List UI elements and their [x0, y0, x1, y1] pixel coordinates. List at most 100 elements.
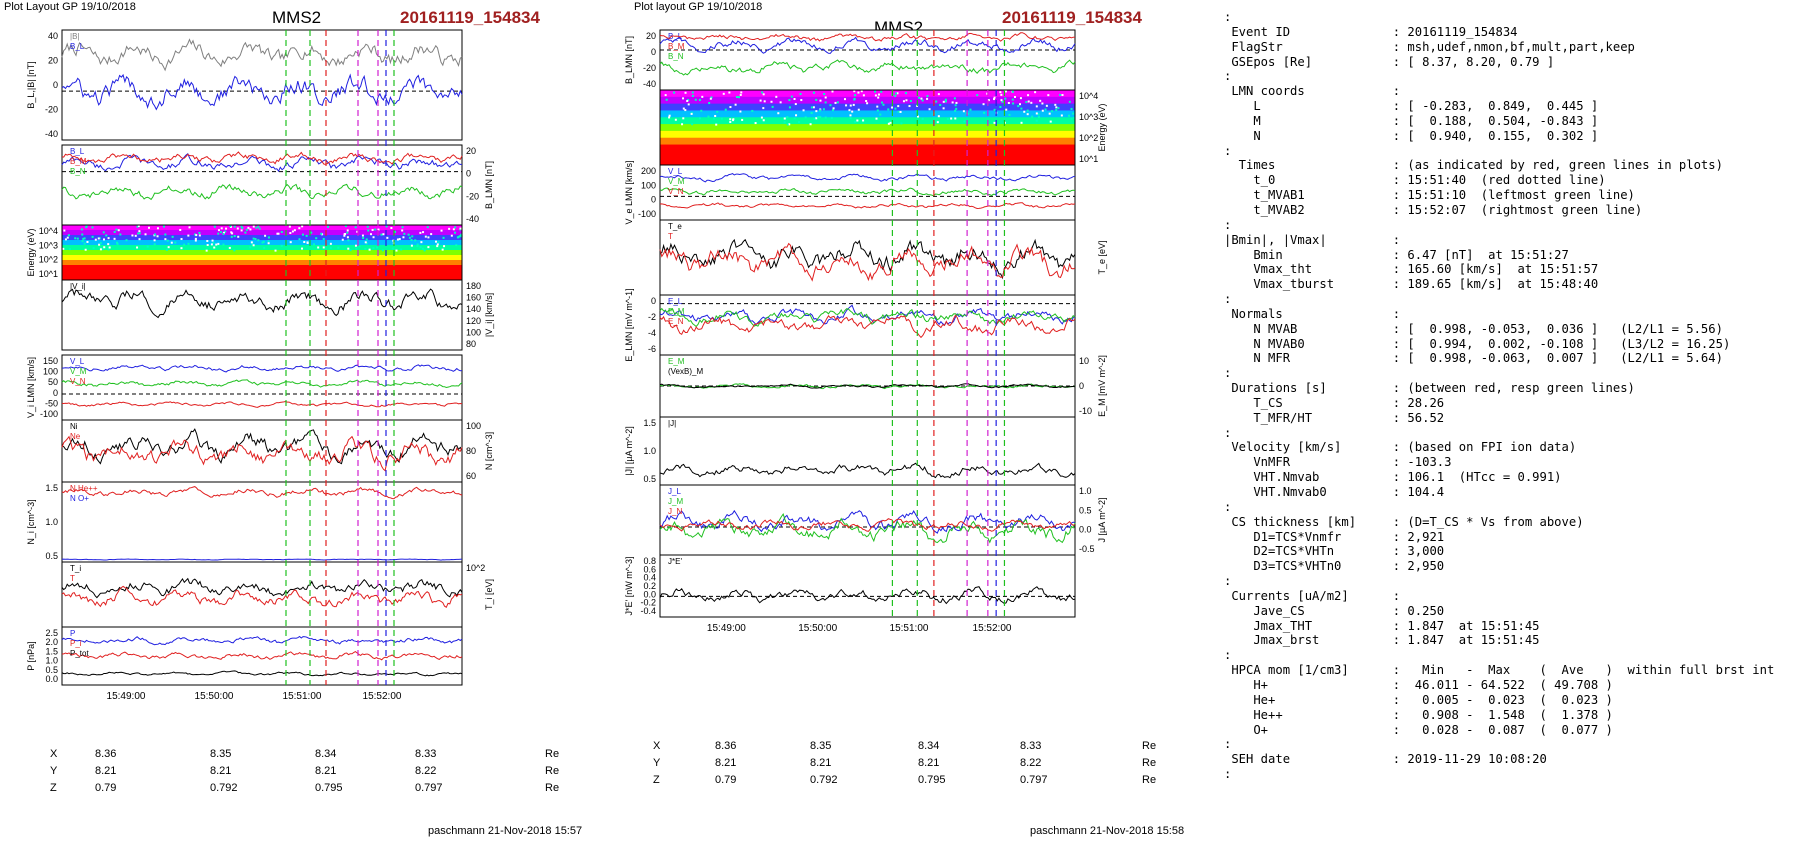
spectrogram-speck: [921, 117, 924, 120]
info-line: Event ID : 20161119_154834: [1224, 24, 1518, 39]
series-line: [61, 435, 463, 472]
spectrogram-speck: [194, 233, 197, 236]
spectrogram-band: [62, 225, 462, 231]
spectrogram-speck: [346, 229, 349, 232]
spectrogram-speck: [1030, 101, 1033, 104]
y-tick-label: 0.5: [45, 665, 58, 675]
spectrogram-speck: [1027, 100, 1030, 103]
spectrogram-speck: [751, 109, 754, 112]
spectrogram-speck: [798, 121, 801, 124]
spectrogram-speck: [876, 109, 879, 112]
spectrogram-speck: [763, 100, 766, 103]
y-axis-label: |V_i| [km/s]: [484, 293, 494, 337]
info-line: Vmax_tburst : 189.65 [km/s] at 15:48:40: [1224, 277, 1599, 292]
spectrogram-speck: [372, 247, 375, 250]
spectrogram-speck: [1023, 110, 1026, 113]
spectrogram-speck: [813, 117, 816, 120]
coord-x-2: 8.34: [918, 740, 940, 752]
spectrogram-speck: [887, 108, 890, 111]
y-tick-label: -0.5: [1079, 544, 1095, 554]
spectrogram-speck: [698, 98, 701, 101]
panel-frame: [659, 29, 1076, 91]
spectrogram-speck: [322, 246, 325, 249]
left-footer: paschmann 21-Nov-2018 15:57: [428, 825, 583, 837]
spectrogram-speck: [1004, 97, 1007, 100]
spectrogram-speck: [81, 233, 84, 236]
series-label: |B|: [70, 32, 80, 41]
y-tick-label: 0: [651, 296, 656, 306]
spectrogram-band: [62, 245, 462, 251]
spectrogram-speck: [450, 234, 453, 237]
y-tick-label: -4: [648, 328, 656, 338]
spectrogram-speck: [205, 249, 208, 252]
y-axis-label: N [cm^-3]: [484, 432, 494, 470]
spectrogram-speck: [386, 236, 389, 239]
spectrogram-speck: [788, 99, 791, 102]
spectrogram-speck: [976, 94, 979, 97]
panel-frame: [61, 419, 463, 483]
spectrogram-speck: [817, 116, 820, 119]
spectrogram-speck: [98, 243, 101, 246]
spectrogram-speck: [728, 91, 731, 94]
spectrogram-speck: [280, 244, 283, 247]
spectrogram-speck: [210, 243, 213, 246]
y-tick-label: 60: [466, 471, 476, 481]
info-line: VHT.Nmvab : 106.1 (HTcc = 0.991): [1224, 470, 1562, 485]
spectrogram-speck: [770, 100, 773, 103]
spectrogram-speck: [887, 122, 890, 125]
spectrogram-band: [660, 117, 1075, 125]
y-axis-label: T_e [eV]: [1097, 240, 1107, 274]
spectrogram-speck: [101, 248, 104, 251]
coord-unit-x: Re: [545, 748, 560, 760]
spectrogram-speck: [954, 117, 957, 120]
y-tick-label: -40: [466, 214, 479, 224]
spectrogram-speck: [1072, 112, 1075, 115]
info-line: M : [ 0.188, 0.504, -0.843 ]: [1224, 113, 1599, 128]
spectrogram-speck: [889, 121, 892, 124]
spectrogram-speck: [1048, 112, 1051, 115]
spectrogram-speck: [391, 247, 394, 250]
spectrogram-speck: [762, 93, 765, 96]
spectrogram-speck: [327, 225, 330, 228]
spectrogram-speck: [341, 238, 344, 241]
spectrogram-speck: [824, 101, 827, 104]
spectrogram-speck: [436, 245, 439, 248]
spectrogram-speck: [862, 119, 865, 122]
spectrogram-speck: [240, 225, 243, 228]
spectrogram-speck: [691, 94, 694, 97]
y-tick-label: 0.5: [45, 551, 58, 561]
spectrogram-speck: [857, 91, 860, 94]
spectrogram-speck: [1045, 104, 1048, 107]
y-tick-label: 100: [641, 180, 656, 190]
spectrogram-speck: [206, 244, 209, 247]
spectrogram-speck: [836, 101, 839, 104]
info-line: HPCA mom [1/cm3] : Min - Max ( Ave ) wit…: [1224, 663, 1775, 678]
spectrogram-speck: [98, 237, 101, 240]
spectrogram-speck: [936, 121, 939, 124]
panel-10: 10^4 10^3 10^2 10^1 Energy (eV): [659, 89, 1107, 166]
spectrogram-speck: [999, 91, 1002, 94]
spectrogram-speck: [392, 239, 395, 242]
y-axis-label: V_e LMN [km/s]: [624, 160, 634, 224]
spectrogram-band: [660, 96, 1075, 105]
spectrogram-speck: [225, 227, 228, 230]
info-line: He+ : 0.005 - 0.023 ( 0.023 ): [1224, 692, 1613, 707]
panel-frame: [61, 144, 463, 226]
spectrogram-speck: [288, 225, 291, 228]
spectrogram-speck: [699, 117, 702, 120]
spectrogram-speck: [795, 114, 798, 117]
series-line: [659, 59, 1076, 76]
coord-unit-y: Re: [545, 765, 560, 777]
spectrogram-speck: [231, 232, 234, 235]
spectrogram-speck: [1067, 114, 1070, 117]
spectrogram-speck: [682, 107, 685, 110]
spectrogram-speck: [274, 249, 277, 252]
series-label: T: [70, 574, 75, 583]
spectrogram-speck: [1020, 121, 1023, 124]
info-line: Normals :: [1224, 306, 1401, 321]
y-tick-label: -100: [40, 409, 58, 419]
spectrogram-speck: [829, 104, 832, 107]
series-label: T_i: [70, 564, 81, 573]
spectrogram-speck: [1037, 115, 1040, 118]
spectrogram-speck: [188, 226, 191, 229]
